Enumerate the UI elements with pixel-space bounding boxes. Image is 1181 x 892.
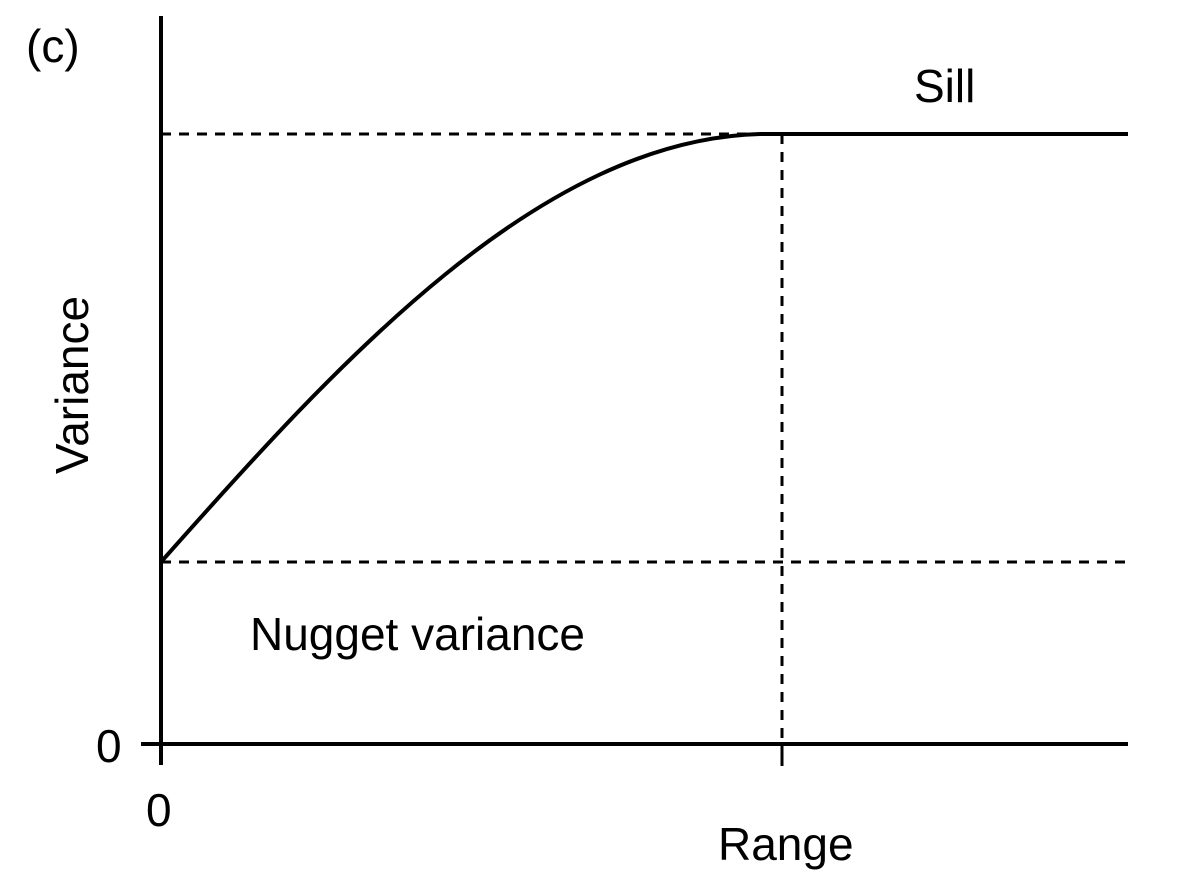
variogram-curve (159, 132, 761, 564)
y-axis-label: Variance (46, 296, 98, 474)
sill-label: Sill (914, 60, 975, 112)
x-origin-label: 0 (146, 784, 172, 836)
nugget-variance-label: Nugget variance (250, 608, 585, 660)
panel-label: (c) (26, 20, 80, 72)
range-label: Range (718, 818, 854, 870)
y-origin-label: 0 (96, 720, 122, 772)
